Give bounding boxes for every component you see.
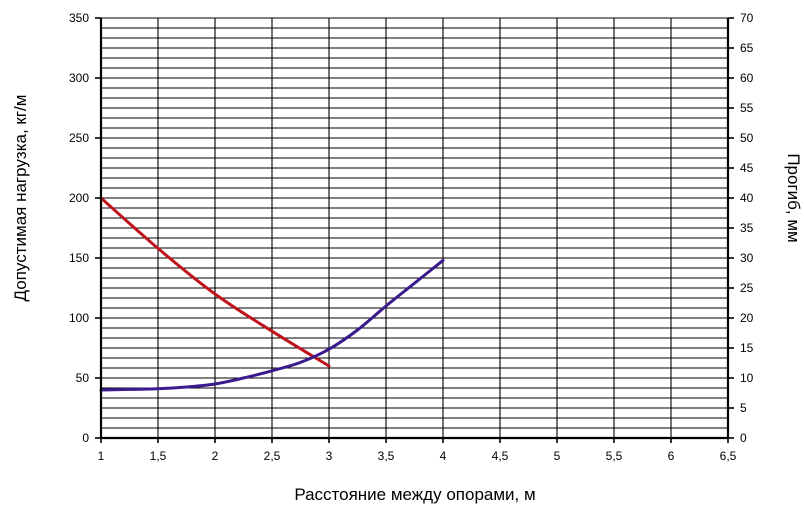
y-right-tick-label: 40 [740,191,754,205]
y-right-tick-label: 55 [740,101,754,115]
y-right-tick-label: 50 [740,131,754,145]
x-tick-label: 5,5 [606,449,623,463]
y-right-tick-label: 35 [740,221,754,235]
axes [95,17,734,443]
tick-labels: 1 1,5 2 2,5 3 3,5 4 4,5 5 5,5 6 6,50501001502002503… [69,11,754,463]
y-left-axis-title: Допустимая нагрузка, кг/м [11,95,30,302]
y-left-tick-label: 300 [69,71,89,85]
y-left-tick-label: 0 [82,431,89,445]
y-left-tick-label: 200 [69,191,89,205]
x-tick-label: 1,5 [150,449,167,463]
y-left-tick-label: 350 [69,11,89,25]
x-tick-label: 3,5 [378,449,395,463]
y-right-axis-title: Прогиб, мм [784,153,803,242]
series-layer [99,196,445,392]
x-tick-label: 1 [98,449,105,463]
y-right-tick-label: 45 [740,161,754,175]
x-tick-label: 4 [440,449,447,463]
x-axis-title: Расстояние между опорами, м [294,485,535,504]
y-left-tick-label: 100 [69,311,89,325]
y-right-tick-label: 10 [740,371,754,385]
x-tick-label: 2,5 [264,449,281,463]
y-right-tick-label: 60 [740,71,754,85]
x-tick-label: 2 [212,449,219,463]
y-right-tick-label: 30 [740,251,754,265]
y-right-tick-label: 70 [740,11,754,25]
y-right-tick-label: 0 [740,431,747,445]
y-right-tick-label: 25 [740,281,754,295]
y-right-tick-label: 20 [740,311,754,325]
series-line-1 [99,196,331,368]
series-line-2 [99,258,445,392]
y-right-tick-label: 65 [740,41,754,55]
x-tick-label: 3 [326,449,333,463]
x-tick-label: 4,5 [492,449,509,463]
y-right-tick-label: 15 [740,341,754,355]
y-left-tick-label: 50 [76,371,90,385]
y-left-tick-label: 250 [69,131,89,145]
x-tick-label: 6 [668,449,675,463]
grid [101,17,729,438]
y-left-tick-label: 150 [69,251,89,265]
y-right-tick-label: 5 [740,401,747,415]
x-tick-label: 5 [554,449,561,463]
x-tick-label: 6,5 [720,449,737,463]
